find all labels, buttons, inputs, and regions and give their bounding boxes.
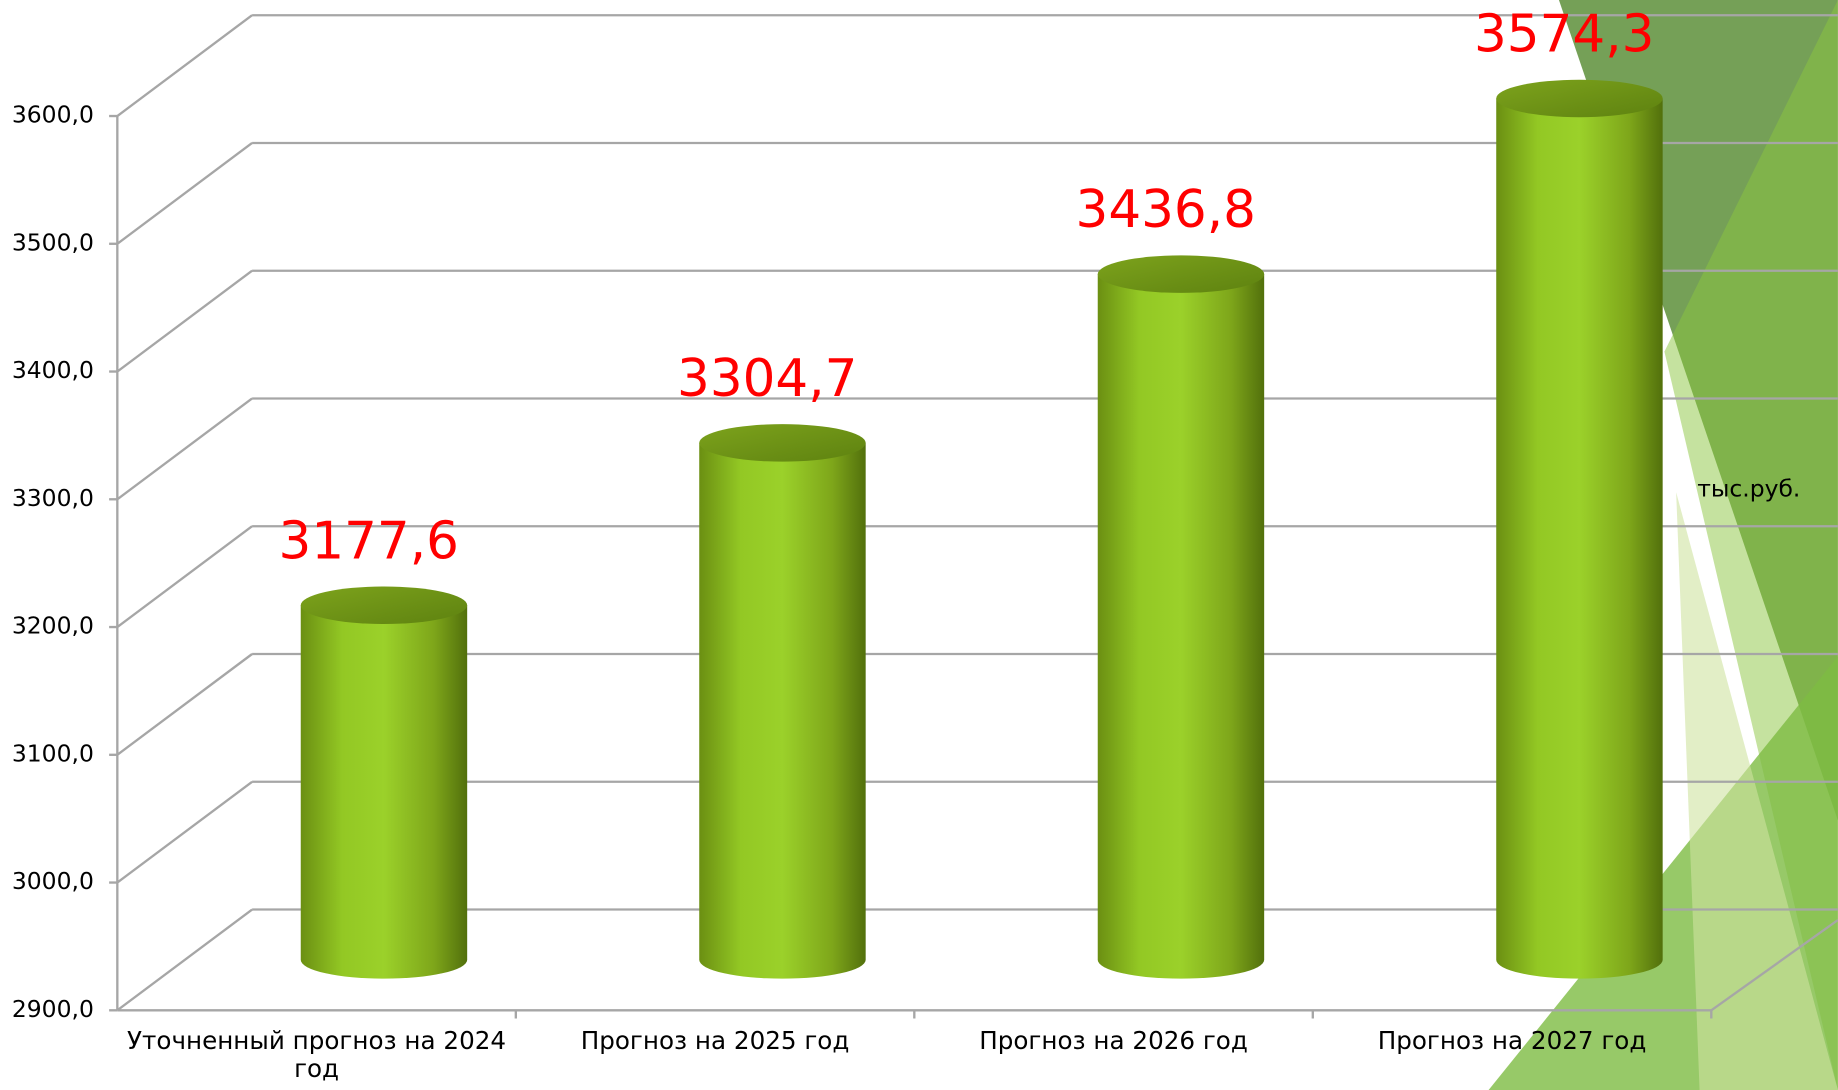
bar [1496, 98, 1662, 978]
y-tick-label: 3400,0 [12, 356, 94, 384]
unit-label: тыс.руб. [1697, 474, 1800, 502]
grid-diagonal [117, 271, 252, 372]
grid-diagonal [117, 526, 252, 627]
value-label: 3574,3 [1474, 5, 1654, 65]
grid-diagonal [117, 910, 252, 1011]
x-tick-label: Уточненный прогноз на 2024 год [117, 1027, 515, 1083]
x-tick-label: Прогноз на 2026 год [914, 1027, 1312, 1055]
y-tick-label: 3600,0 [12, 101, 94, 129]
grid-diagonal [117, 143, 252, 244]
marks: 2900,0 3000,0 3100,0 3200,0 3300,0 3400,0 3500… [12, 5, 1838, 1090]
grid-diagonal [117, 654, 252, 755]
y-tick-label: 3000,0 [12, 867, 94, 895]
x-tick-label-box: Прогноз на 2025 год [516, 1027, 914, 1090]
y-tick-label: 3100,0 [12, 739, 94, 767]
value-label: 3436,8 [1076, 180, 1256, 240]
y-tick-label: 3500,0 [12, 228, 94, 256]
bar [699, 443, 865, 979]
x-tick-label: Прогноз на 2025 год [516, 1027, 914, 1055]
bar-top [699, 424, 865, 462]
grid-diagonal [117, 398, 252, 499]
value-label: 3304,7 [677, 349, 857, 409]
grid-diagonal [117, 15, 252, 116]
bar [1098, 274, 1264, 979]
bar-top [301, 587, 467, 625]
x-tick-label-box: Уточненный прогноз на 2024 год [117, 1027, 515, 1090]
bar-top [1098, 255, 1264, 293]
x-tick-label-box: Прогноз на 2026 год [914, 1027, 1312, 1090]
grid-diagonal [117, 782, 252, 883]
x-tick-label-box: Прогноз на 2027 год [1313, 1027, 1711, 1090]
page: {"chart_data": {"type": "bar", "categori… [0, 0, 1838, 1090]
value-label: 3177,6 [279, 511, 459, 571]
y-tick-label: 3300,0 [12, 484, 94, 512]
x-tick-label: Прогноз на 2027 год [1313, 1027, 1711, 1055]
y-tick-label: 2900,0 [12, 995, 94, 1023]
chart: 2900,0 3000,0 3100,0 3200,0 3300,0 3400,0 3500… [0, 0, 1838, 1090]
bar-top [1496, 80, 1662, 118]
y-tick-label: 3200,0 [12, 612, 94, 640]
bar [301, 605, 467, 978]
